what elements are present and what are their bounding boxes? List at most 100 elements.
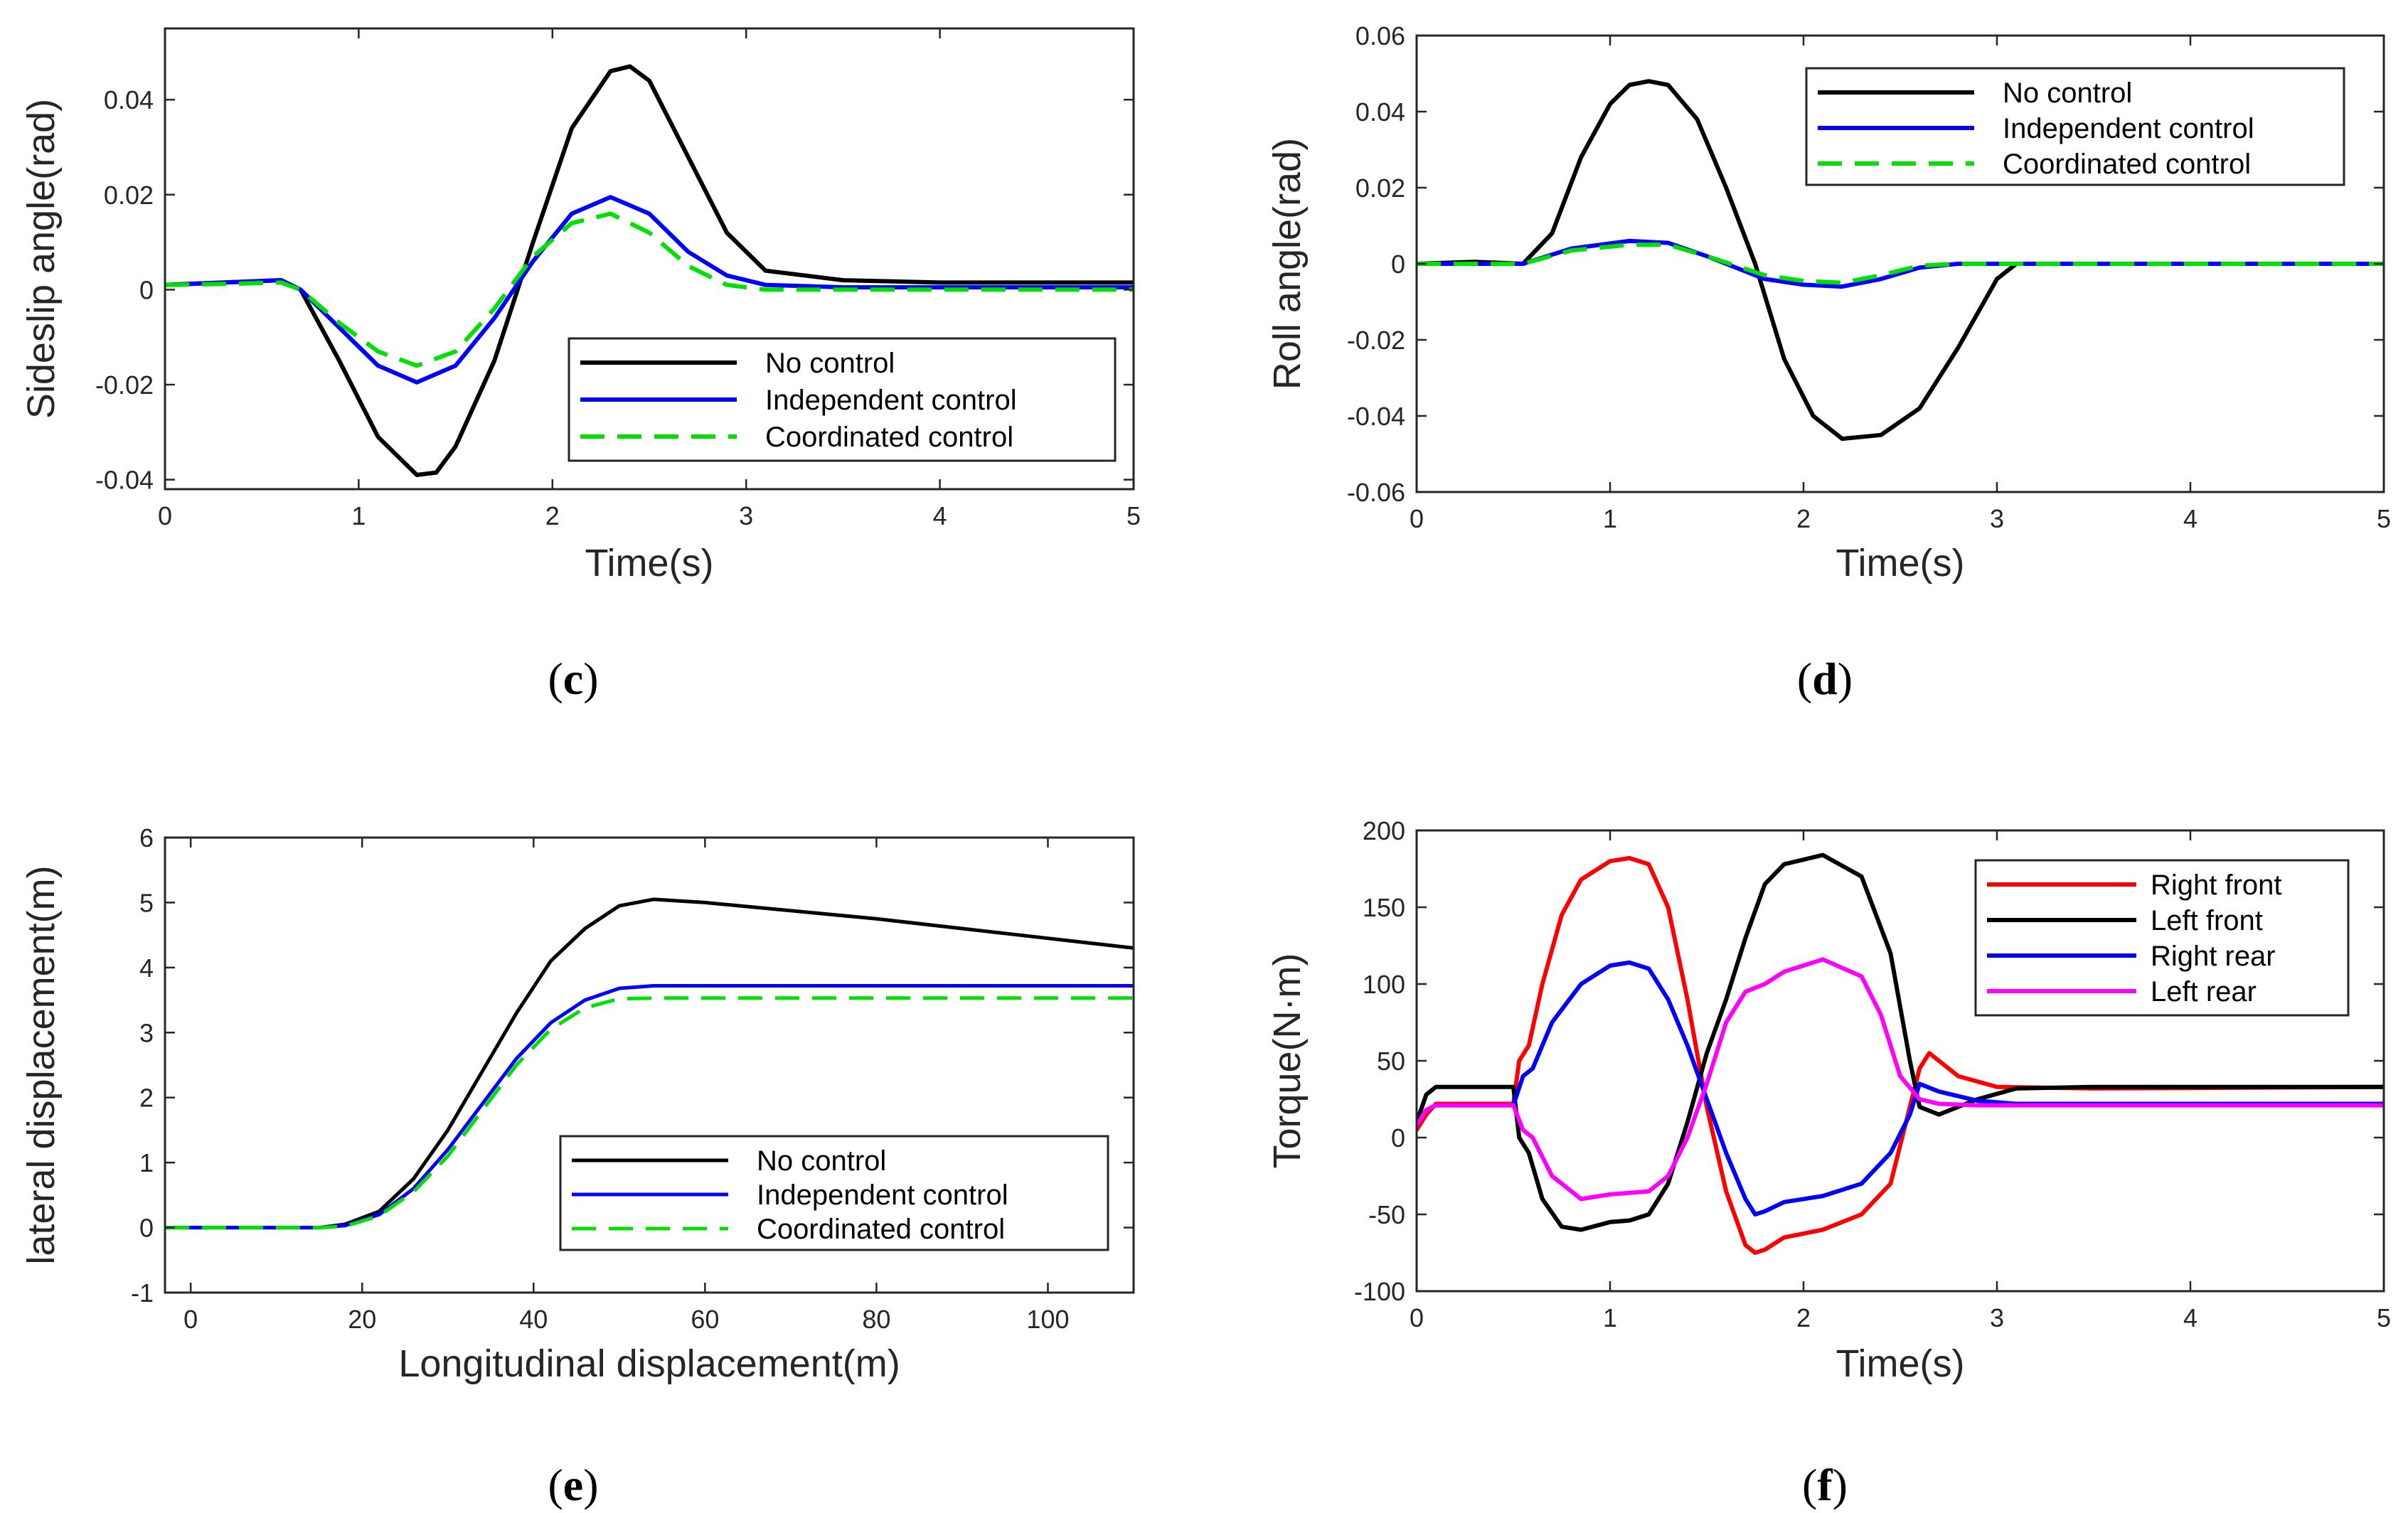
chart-panel-d: 0 1 2 3 4 5 -0.06 -0.04 -0.02 0 0.02 0.04 0.06 Time(s… xyxy=(1266,21,2391,704)
axes-frame xyxy=(164,836,1135,1294)
y-tick-label: 5 xyxy=(139,888,154,917)
axes-frame xyxy=(164,27,1135,491)
series-line-coordinated-control xyxy=(165,996,1134,1230)
caption-letter: e xyxy=(563,1460,583,1510)
x-tick-label: 1 xyxy=(351,501,366,530)
x-tick-label: 4 xyxy=(2183,504,2197,533)
legend: No control Independent control Coordinated… xyxy=(1805,67,2345,186)
caption-letter: f xyxy=(1817,1460,1833,1510)
x-tick-label: 2 xyxy=(1796,1303,1811,1332)
legend-entry: Coordinated control xyxy=(757,1214,1005,1245)
y-tick-label: 1 xyxy=(139,1148,154,1177)
legend-entry: Coordinated control xyxy=(765,422,1013,453)
x-tick-label: 4 xyxy=(933,501,947,530)
x-tick-label: 5 xyxy=(2377,504,2391,533)
caption-close-paren: ) xyxy=(1833,1460,1848,1510)
y-tick-label: 0 xyxy=(139,275,154,304)
x-axis-label: Time(s) xyxy=(585,542,714,584)
legend-entry: Independent control xyxy=(765,385,1017,416)
x-tick-label: 4 xyxy=(2183,1303,2197,1332)
y-tick-label: 150 xyxy=(1363,893,1405,922)
x-tick-label: 100 xyxy=(1026,1305,1069,1334)
x-tick-label: 80 xyxy=(862,1305,890,1334)
y-tick-label: 4 xyxy=(139,953,154,983)
x-tick-label: 3 xyxy=(1990,504,2004,533)
y-tick-label: 100 xyxy=(1363,970,1405,999)
y-tick-label: 6 xyxy=(139,823,154,852)
series-line-coordinated-control xyxy=(1417,242,2384,285)
x-tick-label: 3 xyxy=(1990,1303,2004,1332)
x-tick-label: 3 xyxy=(739,501,753,530)
caption-open-paren: ( xyxy=(1802,1460,1817,1510)
series-line-coordinated-control xyxy=(165,211,1134,368)
y-tick-label: 0.06 xyxy=(1355,21,1405,50)
legend-entry: No control xyxy=(2003,77,2132,109)
x-tick-label: 5 xyxy=(2377,1303,2391,1332)
caption-open-paren: ( xyxy=(548,1460,563,1510)
legend: Right front Left front Right rear Left rear xyxy=(1974,859,2350,1017)
x-tick-label: 0 xyxy=(158,501,172,530)
x-axis-label: Longitudinal displacement(m) xyxy=(398,1342,900,1385)
x-tick-label: 40 xyxy=(519,1305,548,1334)
y-tick-label: 0 xyxy=(139,1214,154,1243)
caption-close-paren: ) xyxy=(583,1460,598,1510)
legend-entry: Independent control xyxy=(2003,113,2254,144)
legend-entry: No control xyxy=(765,348,895,379)
series-line-independent-control xyxy=(165,195,1134,385)
y-tick-label: 2 xyxy=(139,1084,154,1113)
caption-open-paren: ( xyxy=(1797,653,1812,704)
series-line-left-rear xyxy=(1417,957,2384,1202)
y-tick-label: -0.04 xyxy=(1347,402,1405,431)
y-tick-label: 0.04 xyxy=(104,85,154,114)
y-axis-label: Roll angle(rad) xyxy=(1266,138,1309,390)
y-axis-label: lateral displacement(m) xyxy=(20,865,63,1264)
series-line-no-control xyxy=(165,64,1134,477)
y-tick-label: 0.02 xyxy=(1355,173,1405,203)
panel-caption: (c) xyxy=(548,653,598,704)
y-tick-label: -0.06 xyxy=(1347,478,1405,507)
legend-entry: Right front xyxy=(2151,870,2282,901)
y-axis-label: Torque(N·m) xyxy=(1266,953,1309,1168)
caption-letter: c xyxy=(563,653,583,704)
x-tick-label: 60 xyxy=(691,1305,719,1334)
series-line-right-front xyxy=(1417,855,2384,1255)
y-tick-label: 0.02 xyxy=(104,181,154,210)
caption-letter: d xyxy=(1812,653,1838,704)
chart-panel-c: 0 1 2 3 4 5 -0.04 -0.02 0 0.02 0.04 Time(s) Sideslip… xyxy=(20,27,1141,704)
y-tick-label: 50 xyxy=(1377,1047,1405,1076)
x-tick-label: 20 xyxy=(348,1305,376,1334)
x-tick-label: 0 xyxy=(183,1305,198,1334)
x-tick-label: 0 xyxy=(1410,1303,1424,1332)
y-tick-label: -100 xyxy=(1354,1277,1405,1306)
y-tick-label: -0.02 xyxy=(1347,326,1405,355)
y-tick-label: 200 xyxy=(1363,816,1405,845)
caption-close-paren: ) xyxy=(583,653,598,704)
y-tick-label: -1 xyxy=(131,1278,154,1308)
x-tick-label: 2 xyxy=(1796,504,1811,533)
x-axis-label: Time(s) xyxy=(1836,1342,1965,1385)
legend-entry: Left front xyxy=(2151,905,2263,936)
panel-caption: (d) xyxy=(1797,653,1853,704)
y-tick-label: 0 xyxy=(1391,250,1405,279)
x-tick-label: 1 xyxy=(1603,1303,1617,1332)
y-tick-label: 3 xyxy=(139,1018,154,1047)
x-tick-label: 2 xyxy=(545,501,560,530)
y-tick-label: -50 xyxy=(1368,1200,1405,1229)
panel-caption: (e) xyxy=(548,1460,598,1510)
y-tick-label: 0.04 xyxy=(1355,97,1405,127)
x-tick-label: 1 xyxy=(1603,504,1617,533)
y-axis-label: Sideslip angle(rad) xyxy=(20,99,63,419)
caption-open-paren: ( xyxy=(548,653,563,704)
legend-entry: Right rear xyxy=(2151,941,2276,972)
series-line-right-rear xyxy=(1417,960,2384,1217)
legend-entry: Coordinated control xyxy=(2003,149,2251,180)
y-tick-label: 0 xyxy=(1391,1123,1405,1153)
legend-entry: No control xyxy=(757,1145,886,1177)
legend-entry: Left rear xyxy=(2151,976,2257,1007)
y-tick-label: -0.04 xyxy=(95,466,154,495)
chart-panel-e: 0 20 40 60 80 100 -1 0 1 2 3 4 5 6 Longitudinal displa… xyxy=(20,823,1135,1510)
panel-caption: (f) xyxy=(1802,1460,1848,1510)
y-tick-label: -0.02 xyxy=(95,370,154,400)
